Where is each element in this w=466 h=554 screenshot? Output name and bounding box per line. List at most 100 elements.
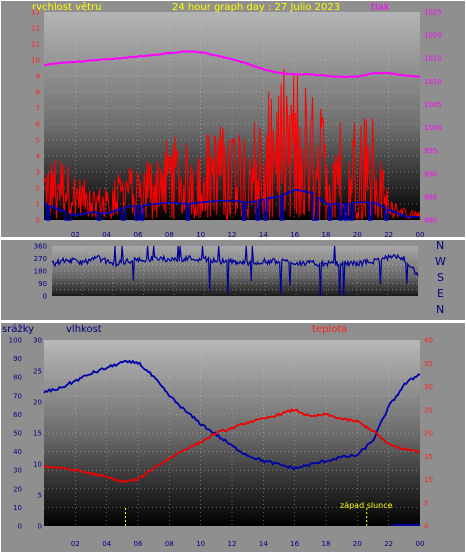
direction-y-tick-label: 360 bbox=[34, 243, 47, 251]
direction-y-tick-label: 270 bbox=[34, 255, 47, 263]
temperature-y-tick-label: 30 bbox=[424, 383, 433, 391]
wind-direction-series-line bbox=[51, 245, 419, 296]
precipitation-y-tick-label: 90 bbox=[13, 355, 22, 363]
temperature-y-tick-label: 5 bbox=[424, 499, 428, 507]
humidity-x-tick-label: 02 bbox=[71, 540, 80, 548]
wind-x-tick-label: 10 bbox=[196, 231, 205, 239]
precipitation-axis-label: srážky bbox=[2, 323, 34, 335]
wind-x-tick-label: 20 bbox=[353, 231, 362, 239]
wind-speed-y-tick-label: 1 bbox=[36, 201, 40, 209]
pressure-y-tick-label: 1020 bbox=[424, 32, 442, 40]
wind-pressure-chart: 0123456789101112139809859909951000100510… bbox=[31, 9, 442, 240]
humidity-x-tick-label: 04 bbox=[102, 540, 111, 548]
humidity-y-tick-label: 20 bbox=[33, 399, 42, 407]
humidity-y-tick-label: 30 bbox=[33, 337, 42, 345]
wind-speed-axis-label: rychlost větru bbox=[32, 1, 102, 13]
temperature-y-tick-label: 0 bbox=[424, 523, 428, 531]
wind-speed-y-tick-label: 9 bbox=[36, 73, 40, 81]
humidity-y-tick-label: 15 bbox=[33, 430, 42, 438]
pressure-series-line bbox=[43, 50, 421, 78]
humidity-x-tick-label: 16 bbox=[290, 540, 299, 548]
precipitation-y-tick-label: 80 bbox=[13, 374, 22, 382]
direction-y-tick-label: 90 bbox=[38, 280, 47, 288]
direction-y-tick-label: 180 bbox=[34, 268, 47, 276]
precipitation-y-tick-label: 10 bbox=[13, 504, 22, 512]
wind-x-tick-label: 04 bbox=[102, 231, 111, 239]
humidity-y-tick-label: 25 bbox=[33, 368, 42, 376]
wind-speed-y-tick-label: 5 bbox=[36, 137, 40, 145]
wind-speed-y-tick-label: 12 bbox=[31, 25, 40, 33]
temperature-axis-label: teplota bbox=[312, 324, 347, 335]
compass-label-w: W bbox=[435, 255, 446, 268]
precipitation-y-tick-label: 0 bbox=[18, 523, 22, 531]
precipitation-y-tick-label: 100 bbox=[9, 337, 22, 345]
temperature-y-tick-label: 25 bbox=[424, 406, 433, 414]
wind-speed-y-tick-label: 3 bbox=[36, 169, 40, 177]
wind-x-tick-label: 08 bbox=[165, 231, 174, 239]
wind-direction-chart: 0 90 180 270 360 bbox=[34, 243, 419, 301]
humidity-x-tick-label: 08 bbox=[165, 540, 174, 548]
humidity-y-tick-label: 10 bbox=[33, 461, 42, 469]
precipitation-y-tick-label: 50 bbox=[13, 430, 22, 438]
pressure-y-tick-label: 980 bbox=[424, 217, 437, 225]
humidity-series-line bbox=[43, 359, 421, 471]
temperature-y-tick-label: 15 bbox=[424, 453, 433, 461]
temperature-y-tick-label: 20 bbox=[424, 430, 433, 438]
compass-label-n-top: N bbox=[436, 239, 444, 252]
humidity-x-tick-label: 14 bbox=[259, 540, 268, 548]
pressure-y-tick-label: 1010 bbox=[424, 78, 442, 86]
wind-speed-series-line bbox=[43, 68, 421, 222]
precipitation-y-tick-label: 40 bbox=[13, 448, 22, 456]
wind-x-tick-label: 18 bbox=[322, 231, 331, 239]
temperature-y-tick-label: 10 bbox=[424, 476, 433, 484]
wind-speed-y-tick-label: 8 bbox=[36, 89, 40, 97]
pressure-y-tick-label: 990 bbox=[424, 170, 437, 178]
wind-speed-y-tick-label: 10 bbox=[31, 57, 40, 65]
wind-x-tick-label: 00 bbox=[416, 231, 425, 239]
wind-speed-y-tick-label: 0 bbox=[36, 217, 40, 225]
humidity-y-tick-label: 0 bbox=[38, 523, 42, 531]
pressure-y-tick-label: 985 bbox=[424, 193, 437, 201]
compass-label-s: S bbox=[437, 271, 444, 284]
humidity-temperature-chart: 0102030405060708090100051015202530051015… bbox=[9, 337, 433, 549]
pressure-y-tick-label: 1005 bbox=[424, 101, 442, 109]
precipitation-y-tick-label: 20 bbox=[13, 485, 22, 493]
humidity-x-tick-label: 22 bbox=[384, 540, 393, 548]
wind-speed-y-tick-label: 13 bbox=[31, 9, 40, 17]
pressure-axis-label: tlak bbox=[371, 2, 390, 13]
pressure-y-tick-label: 1000 bbox=[424, 124, 442, 132]
humidity-y-tick-label: 5 bbox=[38, 492, 42, 500]
temperature-y-tick-label: 40 bbox=[424, 337, 433, 345]
wind-speed-y-tick-label: 4 bbox=[36, 153, 41, 161]
humidity-x-tick-label: 12 bbox=[228, 540, 237, 548]
wind-x-tick-label: 02 bbox=[71, 231, 80, 239]
wind-speed-y-tick-label: 2 bbox=[36, 185, 40, 193]
wind-speed-y-tick-label: 6 bbox=[36, 121, 41, 129]
wind-x-tick-label: 12 bbox=[228, 231, 237, 239]
wind-speed-y-tick-label: 11 bbox=[31, 41, 40, 49]
wind-gust-series-line bbox=[44, 189, 420, 221]
humidity-x-tick-label: 00 bbox=[416, 540, 425, 548]
precipitation-y-tick-label: 60 bbox=[13, 411, 22, 419]
precipitation-y-tick-label: 70 bbox=[13, 392, 22, 400]
wind-x-tick-label: 22 bbox=[384, 231, 393, 239]
temperature-y-tick-label: 35 bbox=[424, 360, 433, 368]
humidity-x-tick-label: 20 bbox=[353, 540, 362, 548]
humidity-x-tick-label: 06 bbox=[134, 540, 143, 548]
wind-x-tick-label: 06 bbox=[134, 231, 143, 239]
wind-x-tick-label: 14 bbox=[259, 231, 268, 239]
pressure-y-tick-label: 1015 bbox=[424, 55, 442, 63]
humidity-axis-label: vlhkost bbox=[66, 324, 102, 335]
compass-label-n-bottom: N bbox=[436, 303, 444, 316]
humidity-x-tick-label: 10 bbox=[196, 540, 205, 548]
wind-speed-y-tick-label: 7 bbox=[36, 105, 40, 113]
wind-x-tick-label: 16 bbox=[290, 231, 299, 239]
pressure-y-tick-label: 995 bbox=[424, 147, 437, 155]
precipitation-y-tick-label: 30 bbox=[13, 467, 22, 475]
pressure-y-tick-label: 1025 bbox=[424, 9, 442, 17]
sunset-label: západ slunce bbox=[340, 501, 393, 510]
direction-y-tick-label: 0 bbox=[43, 293, 47, 301]
temperature-series-line bbox=[43, 408, 421, 483]
